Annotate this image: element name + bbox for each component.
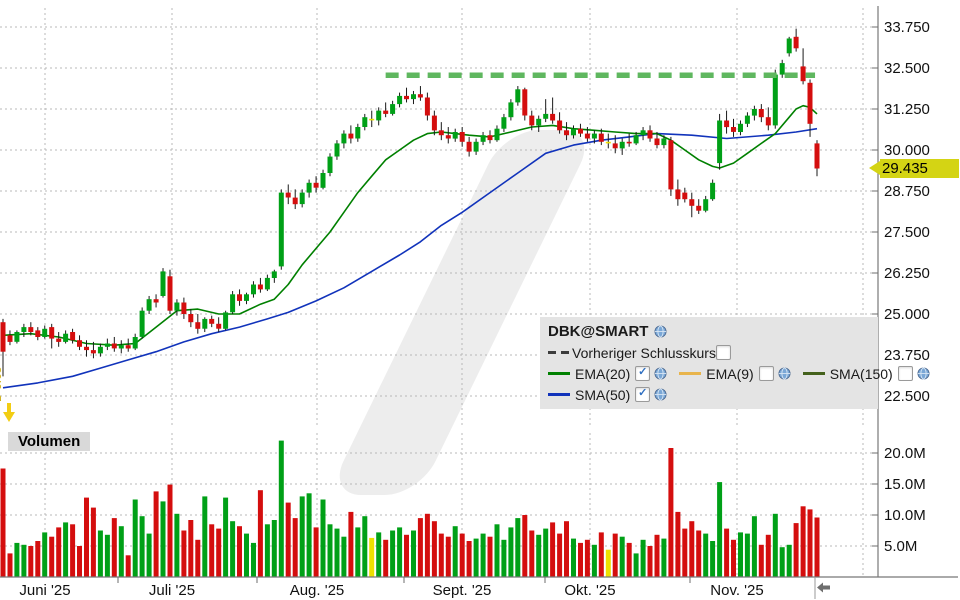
ema20-checkbox[interactable]: ✓ <box>635 366 651 381</box>
ema9-label: EMA(9) <box>706 365 754 382</box>
svg-text:31.250: 31.250 <box>884 101 930 118</box>
ema20-line <box>2 104 818 346</box>
prev-close-swatch <box>548 351 572 354</box>
price-marker-arrow <box>869 161 880 175</box>
legend-item-sma50: SMA(50) ✓ <box>548 387 669 403</box>
svg-text:Juni '25: Juni '25 <box>19 582 70 599</box>
prev-close-checkbox[interactable] <box>715 345 731 360</box>
sma150-swatch <box>802 372 825 375</box>
legend-item-ema20: EMA(20) ✓ <box>548 366 669 382</box>
ema20-label: EMA(20) <box>575 365 631 382</box>
last-price-badge: 29.435 <box>880 159 959 178</box>
legend-item-sma150: SMA(150) <box>802 365 932 382</box>
globe-icon[interactable] <box>778 367 791 380</box>
month-labels: Juni '25 Juli '25 Aug. '25 Sept. '25 Okt. '2… <box>19 582 763 599</box>
prev-close-label: Vorheriger Schlusskurs <box>572 344 716 361</box>
svg-text:Nov. '25: Nov. '25 <box>710 582 763 599</box>
svg-text:22.500: 22.500 <box>884 388 930 405</box>
globe-icon[interactable] <box>917 367 930 380</box>
dividend-arrow-icon <box>3 403 16 422</box>
sma50-label: SMA(50) <box>575 386 631 403</box>
ema9-checkbox[interactable] <box>758 366 774 381</box>
globe-icon[interactable] <box>654 325 667 338</box>
svg-text:30.000: 30.000 <box>884 142 930 159</box>
volume-panel-title: Volumen <box>8 432 91 451</box>
svg-text:32.500: 32.500 <box>884 60 930 77</box>
symbol-title: DBK@SMART <box>548 323 649 340</box>
svg-text:25.000: 25.000 <box>884 306 930 323</box>
svg-text:26.250: 26.250 <box>884 265 930 282</box>
candles-layer <box>0 28 820 377</box>
svg-text:28.750: 28.750 <box>884 183 930 200</box>
svg-text:27.500: 27.500 <box>884 224 930 241</box>
svg-text:23.750: 23.750 <box>884 347 930 364</box>
sma150-label: SMA(150) <box>829 365 893 382</box>
svg-text:10.0M: 10.0M <box>884 507 926 524</box>
svg-text:Aug. '25: Aug. '25 <box>290 582 345 599</box>
svg-text:15.0M: 15.0M <box>884 476 926 493</box>
sma50-checkbox[interactable]: ✓ <box>635 387 651 402</box>
sma150-checkbox[interactable] <box>897 366 913 381</box>
ema20-swatch <box>548 372 570 375</box>
watermark-slash <box>339 130 585 495</box>
ema9-swatch <box>679 372 702 375</box>
legend-box: DBK@SMART Vorheriger Schlusskurs EMA(20)… <box>540 317 930 409</box>
svg-text:5.0M: 5.0M <box>884 538 917 555</box>
globe-icon[interactable] <box>654 367 667 380</box>
axis-labels: 33.750 32.500 31.250 30.000 28.750 27.500 26.2… <box>884 19 930 555</box>
sma50-swatch <box>548 393 570 396</box>
globe-icon[interactable] <box>654 388 667 401</box>
sma50-line <box>2 127 818 389</box>
legend-item-ema9: EMA(9) <box>679 366 792 382</box>
axis-layer <box>0 6 958 599</box>
dividend-label: D 0.68 <box>0 366 4 402</box>
svg-text:Sept. '25: Sept. '25 <box>433 582 492 599</box>
svg-text:Okt. '25: Okt. '25 <box>564 582 615 599</box>
svg-text:20.0M: 20.0M <box>884 445 926 462</box>
svg-text:33.750: 33.750 <box>884 19 930 36</box>
pan-left-arrow-icon[interactable] <box>817 582 831 593</box>
volume-bars-layer <box>0 440 820 577</box>
svg-text:Juli '25: Juli '25 <box>149 582 195 599</box>
dividend-marker: D 0.68 <box>0 330 18 402</box>
